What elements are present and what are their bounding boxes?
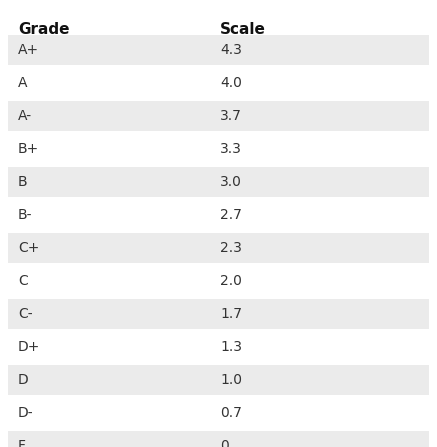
Text: D+: D+ xyxy=(18,340,40,354)
Text: C-: C- xyxy=(18,307,33,321)
Text: 1.0: 1.0 xyxy=(220,373,242,387)
Text: 3.0: 3.0 xyxy=(220,175,242,189)
Text: B: B xyxy=(18,175,28,189)
Text: A: A xyxy=(18,76,28,90)
Text: 0: 0 xyxy=(220,439,229,447)
Text: 1.7: 1.7 xyxy=(220,307,242,321)
Text: A-: A- xyxy=(18,109,32,123)
Text: 2.7: 2.7 xyxy=(220,208,242,222)
Text: B+: B+ xyxy=(18,142,39,156)
Text: 3.7: 3.7 xyxy=(220,109,242,123)
Bar xyxy=(8,266,429,296)
Text: B-: B- xyxy=(18,208,32,222)
Text: 2.0: 2.0 xyxy=(220,274,242,288)
Bar xyxy=(8,200,429,230)
Text: 3.3: 3.3 xyxy=(220,142,242,156)
Text: D-: D- xyxy=(18,406,34,420)
Text: 4.3: 4.3 xyxy=(220,43,242,57)
Bar xyxy=(8,167,429,197)
Text: 2.3: 2.3 xyxy=(220,241,242,255)
Text: D: D xyxy=(18,373,29,387)
Bar xyxy=(8,431,429,447)
Bar xyxy=(8,35,429,65)
Text: F: F xyxy=(18,439,26,447)
Text: C+: C+ xyxy=(18,241,39,255)
Text: Grade: Grade xyxy=(18,22,69,37)
Text: 0.7: 0.7 xyxy=(220,406,242,420)
Bar xyxy=(8,101,429,131)
Text: 4.0: 4.0 xyxy=(220,76,242,90)
Text: C: C xyxy=(18,274,28,288)
Bar xyxy=(8,365,429,395)
Text: 1.3: 1.3 xyxy=(220,340,242,354)
Bar xyxy=(8,299,429,329)
Text: Scale: Scale xyxy=(220,22,266,37)
Bar xyxy=(8,398,429,428)
Bar xyxy=(8,134,429,164)
Bar xyxy=(8,332,429,362)
Bar xyxy=(8,68,429,98)
Bar xyxy=(8,233,429,263)
Text: A+: A+ xyxy=(18,43,39,57)
